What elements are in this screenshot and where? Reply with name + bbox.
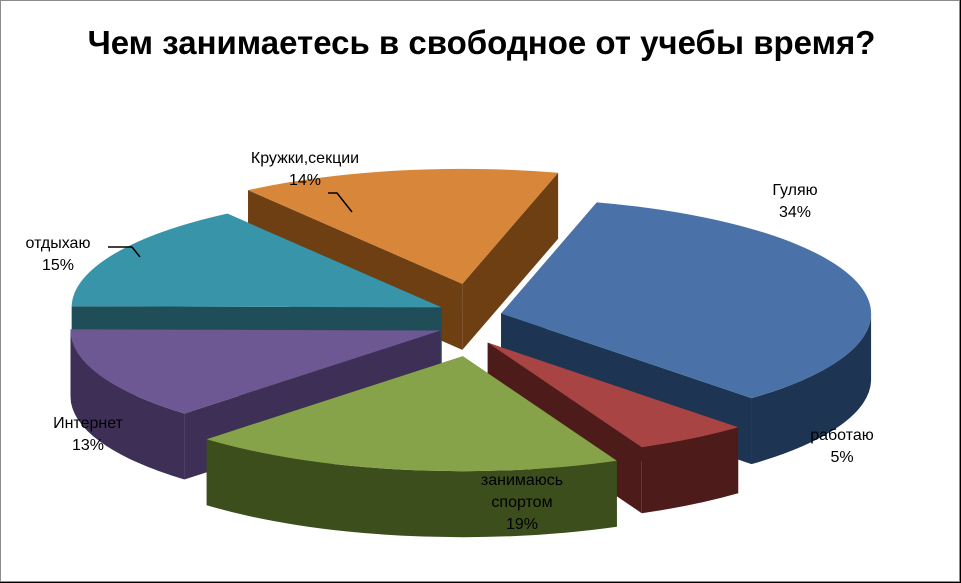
slice-label-4: отдыхаю 15% <box>26 235 91 274</box>
leader-line-otdykhayu <box>108 246 141 258</box>
slice-label-0: Гуляю 34% <box>772 182 817 221</box>
leader-line-kruzhki <box>328 192 353 213</box>
chart-title: Чем занимаетесь в свободное от учебы вре… <box>87 24 876 61</box>
slice-label-2: занимаюсь спортом 19% <box>481 472 563 533</box>
slice-label-5: Кружки,секции 14% <box>251 150 359 189</box>
slice-label-1: работаю 5% <box>810 427 874 466</box>
slice-label-3: Интернет 13% <box>53 415 123 454</box>
pie-slice-3 <box>70 329 441 480</box>
pie-slice-2 <box>206 356 617 538</box>
